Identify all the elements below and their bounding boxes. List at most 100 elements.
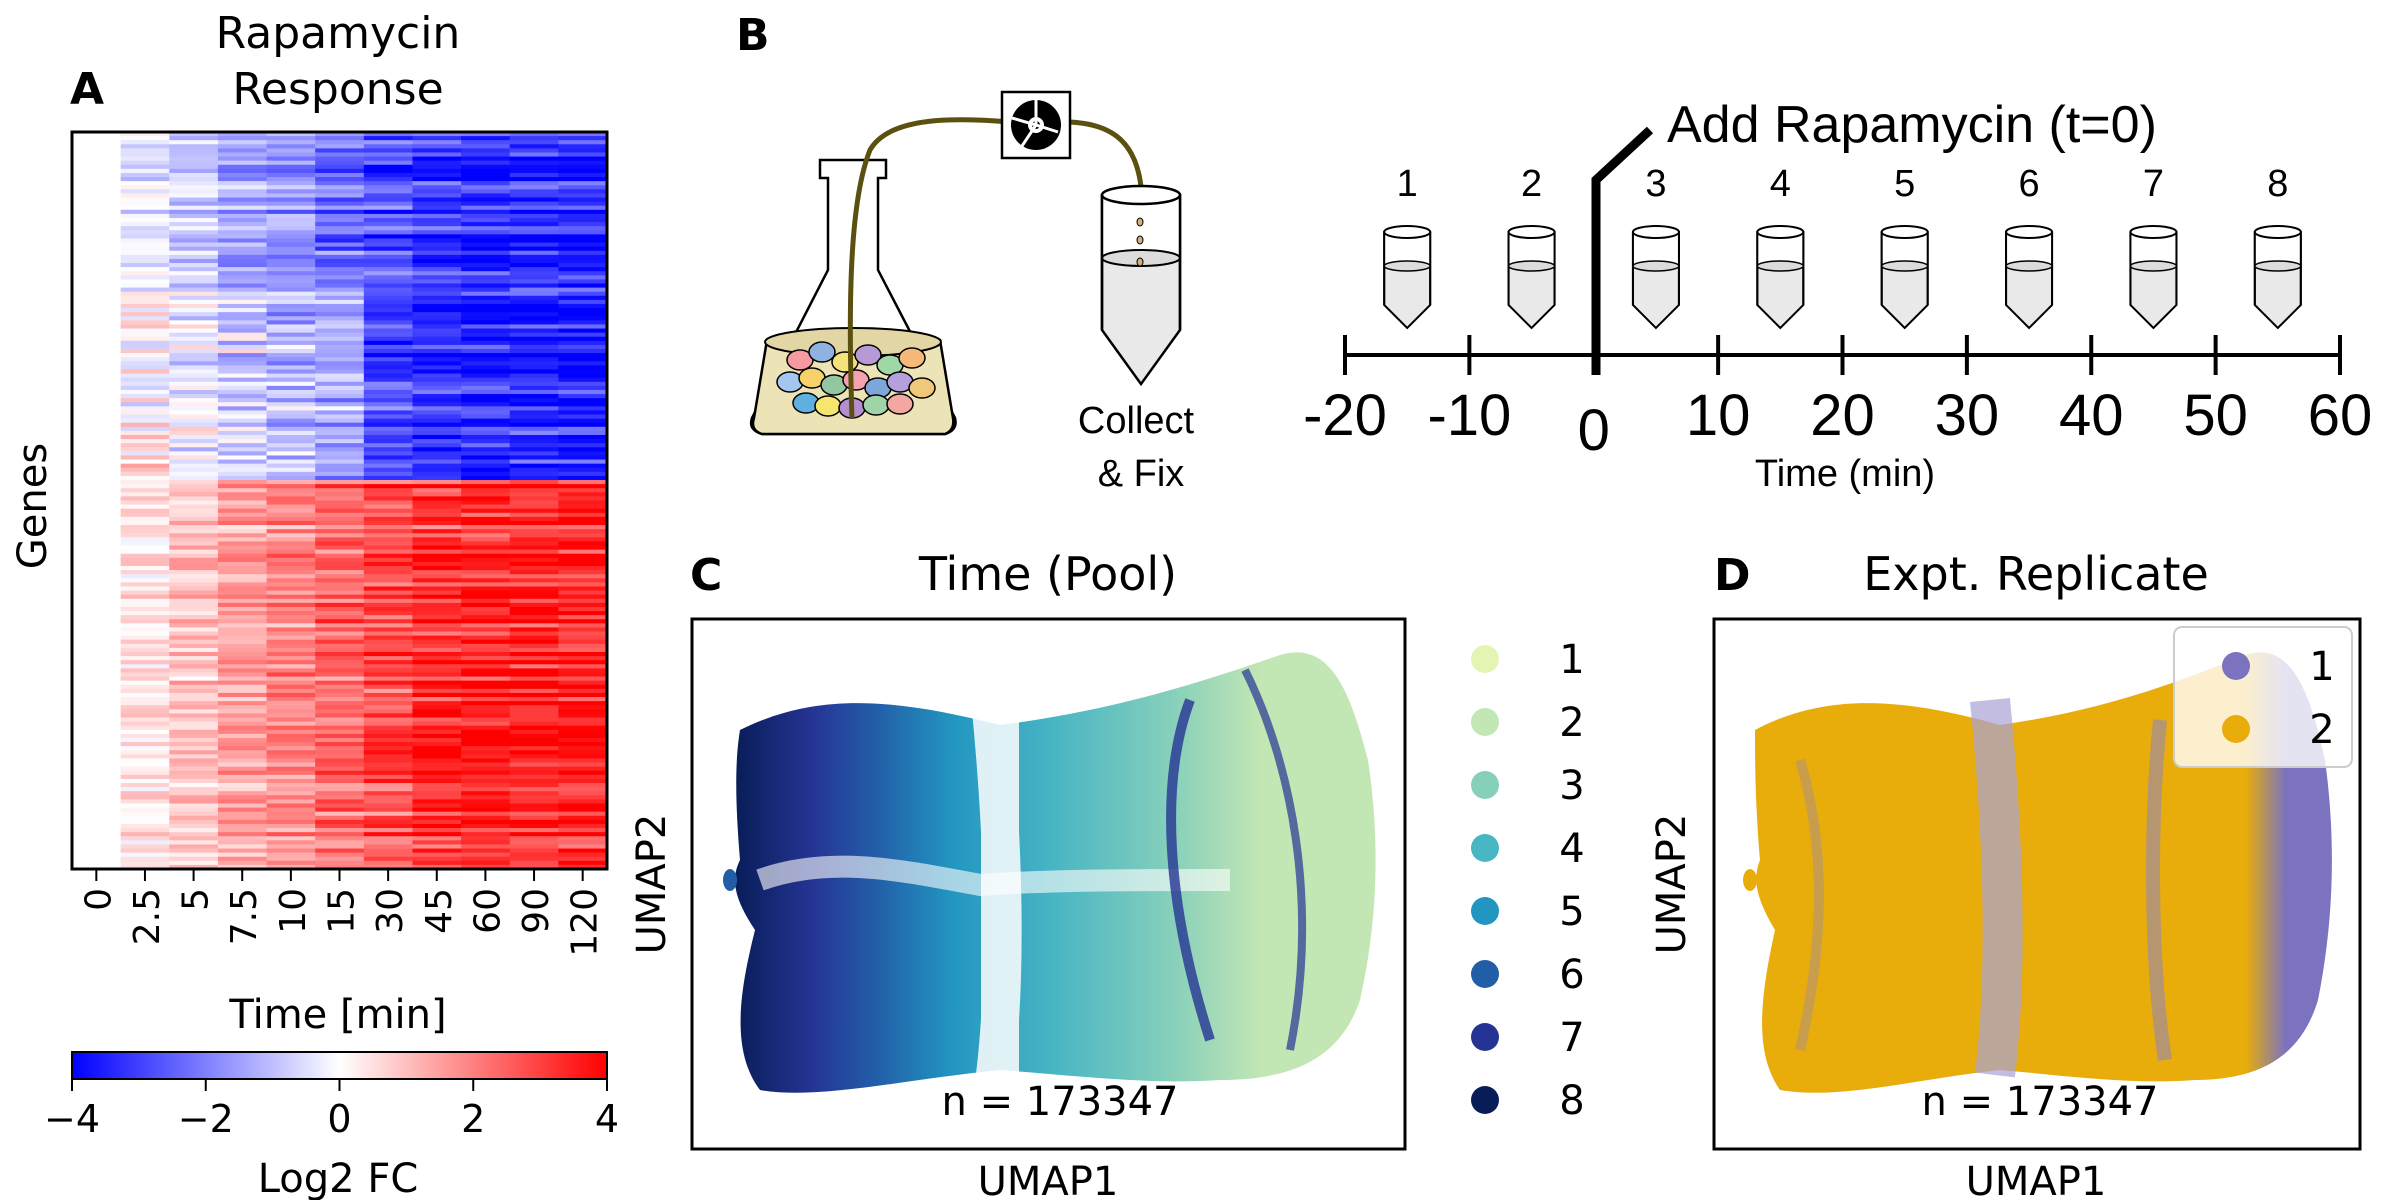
legend-d-marker	[2222, 715, 2250, 743]
colorbar-ticks: −4 −2 0 2 4	[44, 1079, 619, 1141]
panel-a-title-line1: Rapamycin	[216, 8, 461, 59]
sample-tube	[1631, 225, 1680, 330]
time-axis-tick-label: 50	[2183, 383, 2248, 448]
time-axis-tick-label: 30	[1935, 383, 2000, 448]
colorbar-tick-label: 0	[327, 1097, 351, 1141]
panel-d-n-label: n = 173347	[1922, 1079, 2159, 1125]
legend-c-marker	[1471, 1023, 1499, 1051]
panel-c-ylabel: UMAP2	[629, 814, 675, 955]
colorbar-label: Log2 FC	[258, 1156, 419, 1200]
legend-c-label: 6	[1559, 952, 1584, 998]
heatmap-x-tick-label: 30	[370, 888, 411, 934]
tube-number-label: 4	[1770, 163, 1791, 205]
panel-a-title-line2: Response	[232, 64, 443, 115]
panel-d-title: Expt. Replicate	[1863, 547, 2209, 601]
time-axis: -20 -10 0 10 20 30 40 50 60	[1303, 335, 2372, 463]
heatmap	[72, 132, 607, 869]
heatmap-x-tick-label: 60	[467, 888, 508, 934]
heatmap-x-tick-label: 120	[565, 888, 606, 957]
collect-label-line1: Collect	[1078, 400, 1195, 442]
sample-tube	[1756, 225, 1805, 330]
sample-tube	[1880, 225, 1929, 330]
tube-number-label: 8	[2267, 163, 2288, 205]
legend-c-label: 2	[1559, 700, 1584, 746]
sample-tube	[1383, 225, 1432, 330]
sample-tube	[2005, 225, 2054, 330]
rapamycin-annotation: Add Rapamycin (t=0)	[1667, 96, 2157, 154]
panel-a-xlabel: Time [min]	[228, 992, 446, 1038]
panel-d-ylabel: UMAP2	[1649, 814, 1695, 955]
tube-number-label: 3	[1645, 163, 1666, 205]
sample-tube	[2129, 225, 2178, 330]
legend-c-label: 7	[1559, 1015, 1584, 1061]
tube-number-label: 2	[1521, 163, 1542, 205]
legend-c-marker	[1471, 771, 1499, 799]
legend-c-label: 3	[1559, 763, 1584, 809]
heatmap-x-tick-label: 90	[516, 888, 557, 934]
heatmap-x-tick-label: 0	[78, 888, 119, 911]
time-axis-tick-label: -10	[1427, 383, 1511, 448]
colorbar-tick-label: 4	[595, 1097, 619, 1141]
panel-c-xlabel: UMAP1	[978, 1159, 1119, 1200]
colorbar	[71, 1051, 608, 1080]
sample-tube	[1507, 225, 1556, 330]
legend-d-frame	[2173, 626, 2353, 768]
tube-number-label: 7	[2143, 163, 2164, 205]
tube-number-label: 6	[2018, 163, 2039, 205]
heatmap-x-tick-label: 5	[176, 888, 217, 911]
panel-c-n-label: n = 173347	[942, 1079, 1179, 1125]
collection-tube	[1100, 184, 1182, 387]
tube-number-label: 1	[1397, 163, 1418, 205]
legend-c-marker	[1471, 834, 1499, 862]
legend-c-label: 5	[1559, 889, 1584, 935]
legend-c-marker	[1471, 645, 1499, 673]
panel-d: D Expt. Replicate n = 173347 UMAP1 UMAP2…	[1649, 547, 2362, 1200]
panel-b-xlabel: Time (min)	[1755, 453, 1935, 495]
legend-d: 12	[2222, 644, 2335, 753]
legend-c-label: 4	[1559, 826, 1584, 872]
heatmap-x-tick-label: 2.5	[127, 888, 168, 945]
legend-d-marker	[2222, 652, 2250, 680]
cell-population	[776, 341, 936, 419]
time-axis-tick-label: 0	[1578, 398, 1610, 463]
panel-b-label: B	[736, 10, 770, 61]
rapamycin-marker	[1591, 126, 1654, 375]
colorbar-tick-label: −2	[178, 1097, 234, 1141]
heatmap-x-ticks: 0 2.5 5 7.5 10 15 30 45 60 90 120	[78, 869, 606, 957]
legend-c-marker	[1471, 897, 1499, 925]
panel-d-xlabel: UMAP1	[1966, 1159, 2107, 1200]
time-axis-tick-label: 60	[2308, 383, 2373, 448]
legend-c-label: 1	[1559, 637, 1584, 683]
panel-a-ylabel: Genes	[10, 443, 56, 569]
legend-c: 1 2 3 4 5 6 7 8	[1471, 637, 1585, 1124]
umap-c-scatter	[723, 652, 1376, 1093]
legend-c-marker	[1471, 708, 1499, 736]
pump-icon	[1000, 90, 1072, 160]
legend-d-label: 2	[2309, 707, 2334, 753]
legend-c-marker	[1471, 960, 1499, 988]
heatmap-x-tick-label: 45	[419, 888, 460, 934]
flask-illustration	[749, 117, 1145, 436]
time-axis-tick-label: 10	[1686, 383, 1751, 448]
heatmap-x-tick-label: 7.5	[224, 888, 265, 945]
sample-tube	[2253, 225, 2302, 330]
time-axis-tick-label: 40	[2059, 383, 2124, 448]
legend-c-label: 8	[1559, 1078, 1584, 1124]
panel-c: C Time (Pool) n = 173347 UMAP1 UMAP2 1 2 3…	[629, 547, 1585, 1200]
heatmap-x-tick-label: 10	[273, 888, 314, 934]
panel-a-label: A	[70, 64, 104, 115]
panel-c-title: Time (Pool)	[918, 547, 1177, 601]
colorbar-tick-label: 2	[461, 1097, 485, 1141]
legend-c-marker	[1471, 1086, 1499, 1114]
panel-b: B	[736, 10, 2372, 495]
legend-d-label: 1	[2309, 644, 2334, 690]
heatmap-x-tick-label: 15	[322, 888, 363, 934]
colorbar-tick-label: −4	[44, 1097, 100, 1141]
timepoint-tubes: 1 2 3 4 5 6 7 8	[1383, 163, 2302, 330]
tube-number-label: 5	[1894, 163, 1915, 205]
panel-d-label: D	[1714, 550, 1751, 601]
time-axis-tick-label: -20	[1303, 383, 1387, 448]
panel-c-label: C	[690, 550, 722, 601]
collect-label-line2: & Fix	[1098, 453, 1185, 495]
